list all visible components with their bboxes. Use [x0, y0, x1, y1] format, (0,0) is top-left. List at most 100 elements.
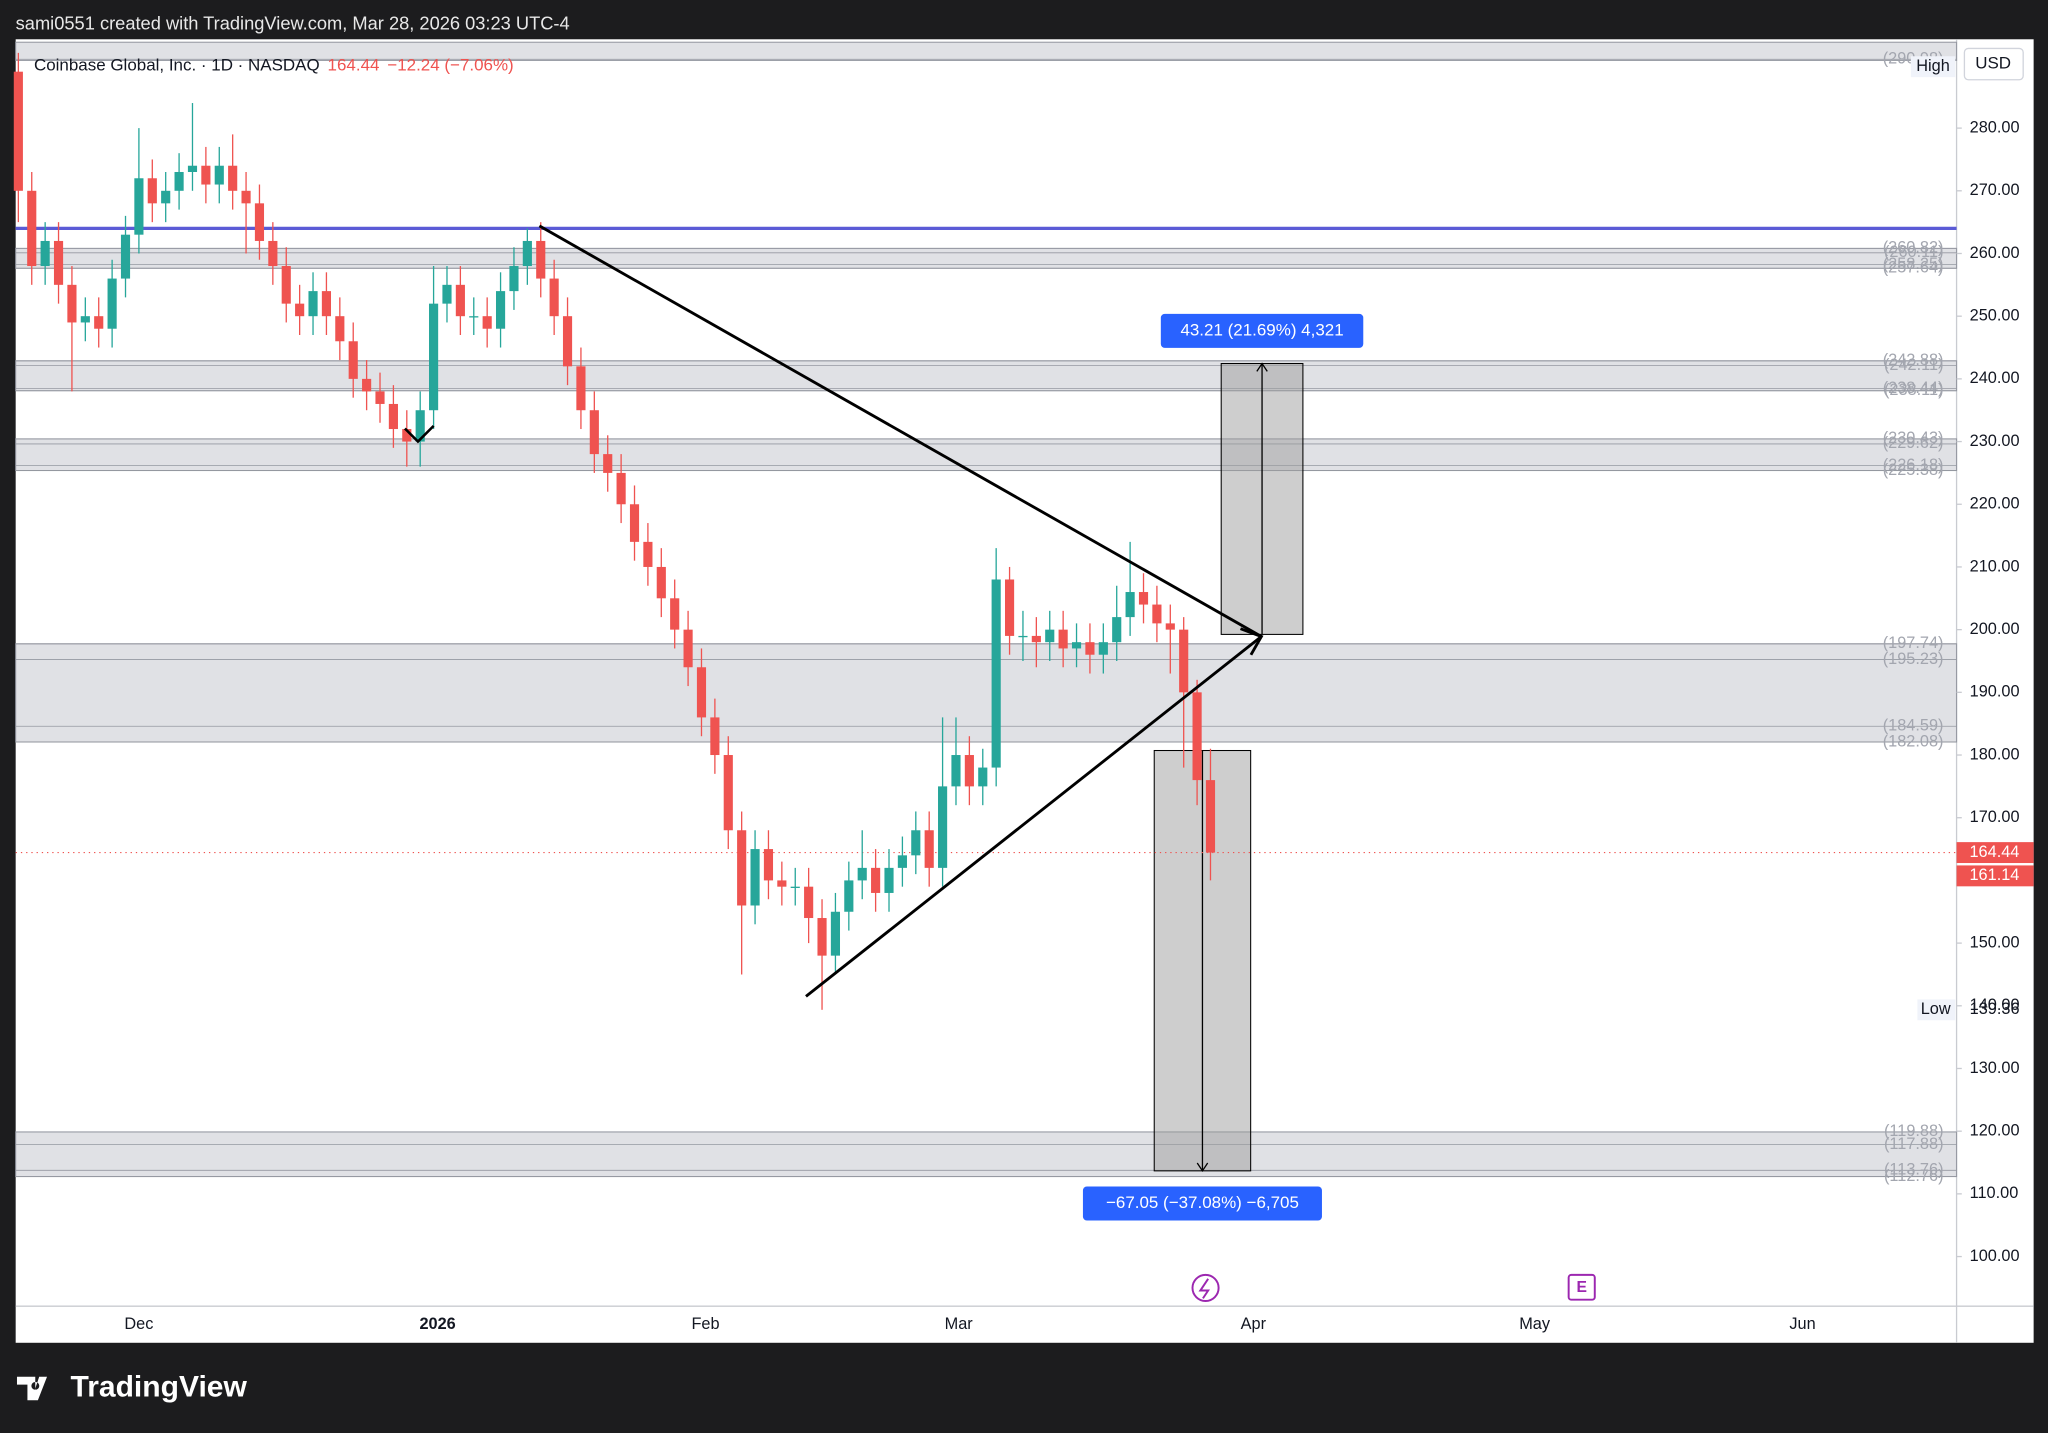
candle-body: [964, 755, 974, 787]
candle-body: [696, 667, 707, 718]
zone-label: (238.44): [1883, 379, 1944, 397]
y-tick-label: 170.00: [1970, 808, 2020, 826]
y-tick-label: 230.00: [1970, 432, 2020, 450]
price-tag-label: 164.44: [1969, 843, 2019, 861]
y-tick-label: 210.00: [1970, 557, 2020, 575]
candle-body: [884, 867, 894, 893]
candle-body: [94, 316, 104, 329]
zone-band: [15, 41, 1958, 61]
candle-body: [362, 378, 372, 392]
candle-body: [415, 410, 425, 442]
candle-body: [1071, 642, 1082, 649]
candle-body: [790, 886, 800, 888]
zone-label: (226.18): [1883, 456, 1944, 474]
x-tick-label: Mar: [945, 1315, 974, 1333]
candle-body: [281, 266, 291, 304]
y-tick-label: 280.00: [1970, 118, 2020, 136]
candle-body: [1004, 579, 1015, 636]
candle-body: [375, 391, 385, 404]
candle-body: [1018, 635, 1028, 638]
zone-label: (184.59): [1883, 717, 1944, 735]
zone-label: (197.74): [1883, 634, 1944, 652]
candle-body: [1205, 780, 1216, 853]
y-tick-label: 220.00: [1970, 495, 2020, 513]
candle-body: [120, 234, 131, 279]
candle-body: [469, 316, 479, 318]
chart-area: [15, 39, 2034, 1343]
dividend-bolt: [1198, 1278, 1210, 1299]
zone-label: (112.76): [1884, 1167, 1944, 1185]
candle-body: [187, 165, 198, 172]
zone-label: (230.43): [1883, 429, 1944, 447]
candle-body: [201, 165, 211, 185]
candle-body: [710, 717, 720, 756]
x-tick-label: May: [1519, 1315, 1551, 1333]
y-tick-label: 260.00: [1970, 244, 2020, 262]
event-icons: E: [1191, 1273, 1596, 1302]
y-tick-label: 140.00: [1970, 996, 2020, 1014]
earnings-icon: [1567, 1273, 1596, 1301]
candle-body: [603, 454, 613, 473]
candle-body: [938, 786, 948, 868]
candle-body: [750, 849, 760, 906]
candle-body: [576, 366, 586, 411]
candle-body: [80, 316, 90, 323]
candle-body: [442, 284, 452, 304]
candle-body: [174, 171, 184, 191]
candle-body: [429, 303, 439, 411]
measure-arrowhead: [1256, 362, 1268, 372]
candle-body: [629, 504, 640, 542]
zone-label: (119.88): [1884, 1122, 1944, 1140]
candle-body: [763, 849, 774, 881]
candle-body: [536, 240, 546, 279]
y-tick-label: 150.00: [1970, 933, 2020, 951]
candle-body: [27, 190, 37, 267]
y-tick-label: 270.00: [1970, 181, 2020, 199]
candle-body: [495, 291, 506, 329]
price-tag: [1956, 865, 2034, 887]
candle-body: [214, 165, 224, 185]
candle-body: [268, 240, 278, 267]
candle-body: [777, 880, 787, 887]
y-tick-label: 130.00: [1970, 1059, 2020, 1077]
candle-body: [844, 880, 854, 912]
check-drawing: [403, 424, 435, 444]
low-tag-box: [1917, 999, 1956, 1021]
candle-body: [67, 284, 77, 323]
candle-body: [1045, 629, 1055, 643]
y-tick-label: 120.00: [1970, 1121, 2020, 1139]
last-price: 164.44: [328, 56, 380, 75]
zone-label: (225.38): [1883, 461, 1944, 479]
zone-label: (229.62): [1883, 434, 1944, 452]
trendline-arrowhead: [1239, 627, 1264, 656]
y-tick-label: 100.00: [1970, 1247, 2020, 1265]
y-tick-label: 180.00: [1970, 745, 2020, 763]
candle-body: [683, 629, 693, 668]
candle-body: [161, 190, 171, 204]
candle-body: [670, 598, 680, 630]
candle-body: [897, 855, 907, 868]
candle-body: [804, 886, 814, 919]
trendline: [805, 635, 1263, 998]
candle-body: [1098, 642, 1108, 655]
candle-body: [589, 410, 599, 455]
y-tick-label: 240.00: [1970, 369, 2020, 387]
zone-label: (182.08): [1883, 732, 1944, 750]
high-tag: High: [1916, 57, 1950, 75]
symbol: Coinbase Global, Inc. · 1D · NASDAQ: [34, 56, 320, 75]
legend: Coinbase Global, Inc. · 1D · NASDAQ 164.4…: [34, 56, 514, 75]
measure-label: −67.05 (−37.08%) −6,705: [1106, 1193, 1299, 1212]
zone-label: (242.88): [1883, 351, 1944, 369]
y-tick-label: 110.00: [1970, 1184, 2019, 1202]
candle-body: [335, 316, 345, 342]
candle-body: [1165, 623, 1175, 630]
candle-body: [1138, 592, 1149, 605]
zone-label: (117.88): [1884, 1135, 1944, 1153]
candle-body: [134, 178, 144, 235]
candle-body: [53, 240, 64, 285]
candle-body: [951, 755, 961, 787]
measure-arrowhead: [1196, 1162, 1209, 1173]
zone-band: [15, 643, 1958, 743]
currency-box: [1963, 47, 2024, 81]
